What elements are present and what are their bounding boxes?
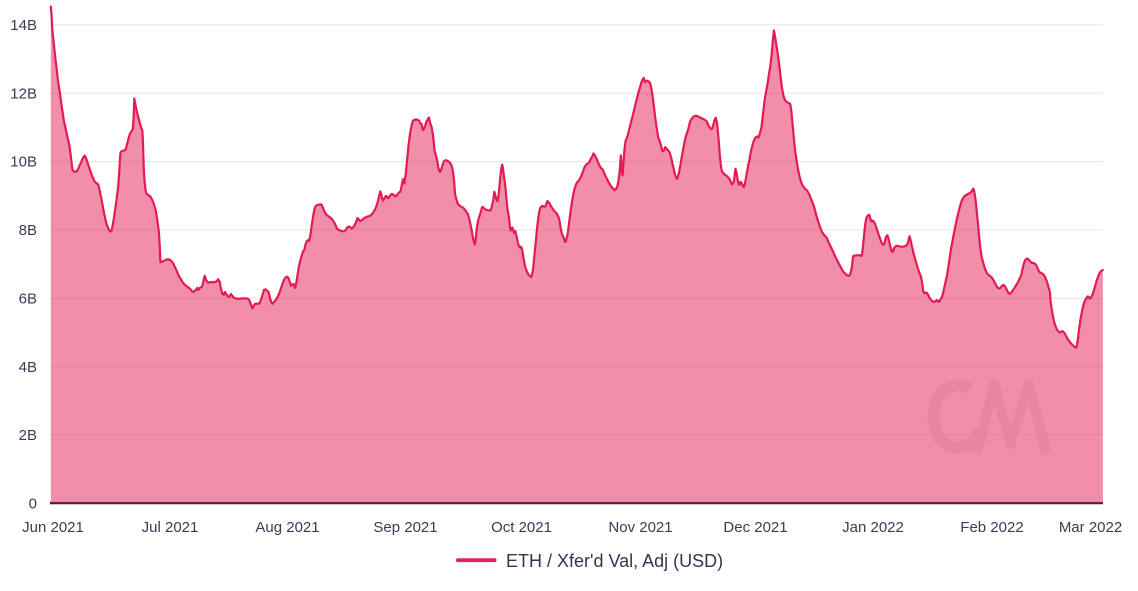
svg-text:Jul 2021: Jul 2021	[142, 519, 199, 536]
svg-text:Jun 2021: Jun 2021	[22, 519, 84, 536]
svg-text:Oct 2021: Oct 2021	[491, 519, 552, 536]
svg-text:12B: 12B	[10, 85, 37, 102]
svg-text:Aug 2021: Aug 2021	[255, 519, 319, 536]
svg-text:Feb 2022: Feb 2022	[960, 519, 1023, 536]
svg-text:8B: 8B	[19, 222, 37, 239]
svg-text:ETH / Xfer'd Val, Adj (USD): ETH / Xfer'd Val, Adj (USD)	[506, 551, 723, 571]
svg-text:Sep 2021: Sep 2021	[373, 519, 437, 536]
svg-text:Jan 2022: Jan 2022	[842, 519, 904, 536]
svg-text:2B: 2B	[19, 427, 37, 444]
svg-text:6B: 6B	[19, 290, 37, 307]
svg-text:Nov 2021: Nov 2021	[608, 519, 672, 536]
svg-text:0: 0	[29, 496, 37, 513]
svg-text:Mar 2022: Mar 2022	[1059, 519, 1122, 536]
svg-text:Dec 2021: Dec 2021	[723, 519, 787, 536]
svg-text:4B: 4B	[19, 359, 37, 376]
svg-text:10B: 10B	[10, 154, 37, 171]
svg-text:14B: 14B	[10, 17, 37, 34]
